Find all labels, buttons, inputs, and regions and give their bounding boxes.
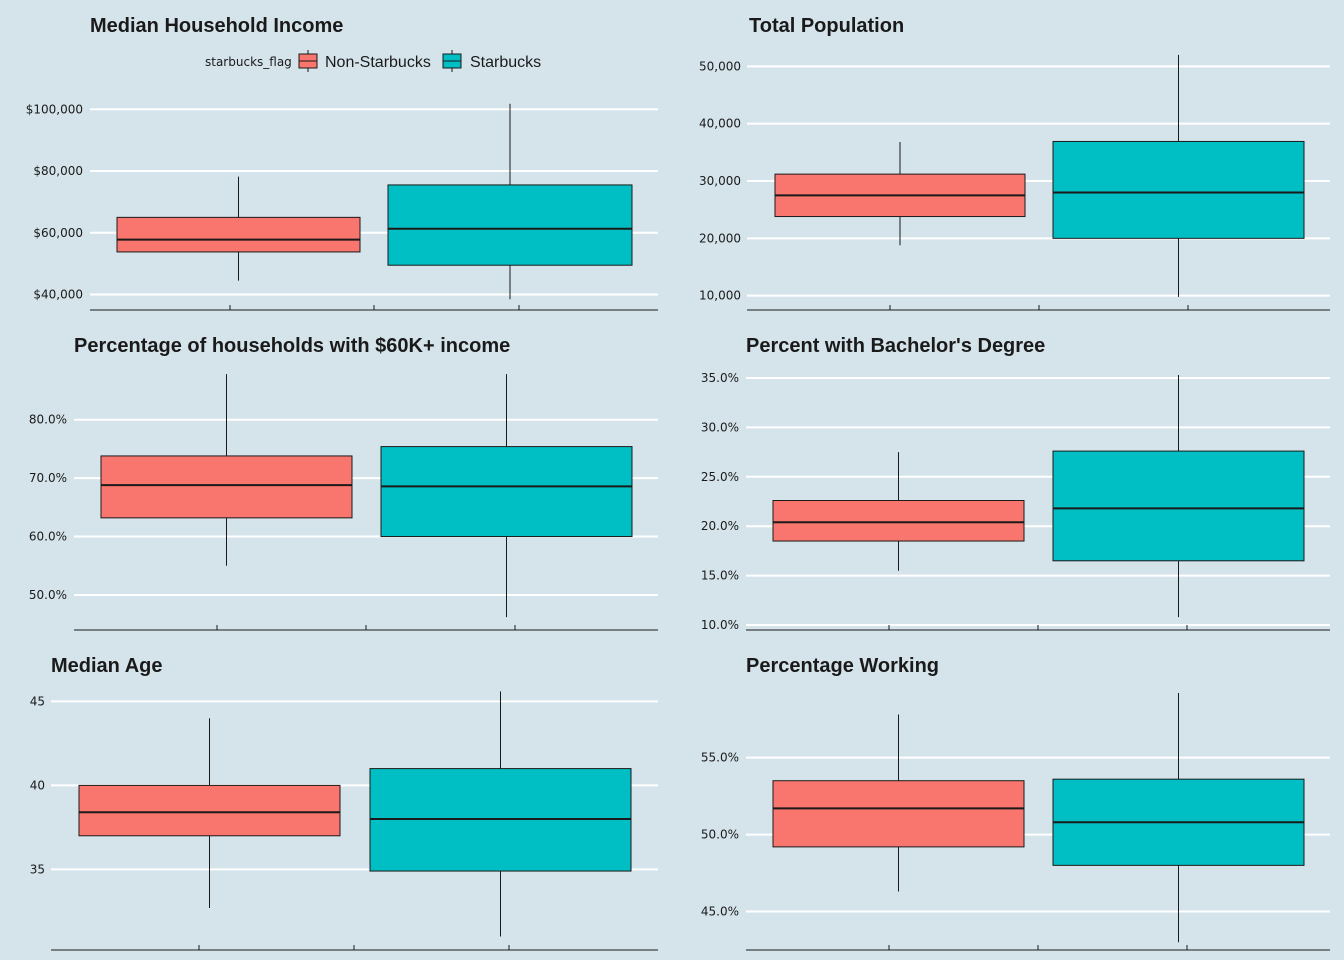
- box-non-starbucks: [774, 142, 1026, 246]
- y-tick-label: 50,000: [699, 59, 741, 73]
- iqr-box: [380, 446, 633, 538]
- box-starbucks: [1052, 693, 1305, 943]
- panel-6: Percentage Working 45.0% 50.0% 55.0%: [701, 655, 1330, 951]
- panel-title: Percent with Bachelor's Degree: [746, 335, 1045, 357]
- y-tick-label: $40,000: [33, 288, 83, 302]
- y-tick-label: 55.0%: [701, 751, 739, 765]
- y-tick-label: 70.0%: [29, 471, 67, 485]
- box-non-starbucks: [772, 452, 1025, 571]
- iqr-box: [78, 784, 341, 837]
- y-tick-label: 40,000: [699, 117, 741, 131]
- y-tick-label: 30,000: [699, 174, 741, 188]
- panel-3: Percentage of households with $60K+ inco…: [29, 335, 658, 631]
- legend: starbucks_flag Non-Starbucks Starbucks: [205, 50, 541, 72]
- iqr-box: [772, 500, 1025, 542]
- panel-2: Total Population 10,000 20,000 30,000 40,000…: [699, 15, 1330, 311]
- y-tick-label: 40: [30, 778, 45, 792]
- y-tick-label: 20,000: [699, 231, 741, 245]
- y-tick-label: $100,000: [26, 102, 83, 116]
- panel-1: Median Household Income $40,000 $60,000 $80…: [26, 15, 658, 311]
- panel-title: Total Population: [749, 15, 904, 37]
- box-starbucks: [380, 374, 633, 618]
- y-tick-label: 30.0%: [701, 420, 739, 434]
- iqr-box: [1052, 140, 1305, 239]
- panel-4: Percent with Bachelor's Degree 10.0% 15.0%…: [701, 335, 1330, 632]
- legend-label: Starbucks: [470, 54, 541, 71]
- legend-label: Non-Starbucks: [325, 54, 431, 71]
- box-non-starbucks: [100, 374, 353, 566]
- panel-title: Median Age: [51, 655, 163, 677]
- iqr-box: [100, 455, 353, 519]
- y-tick-label: 35: [30, 862, 45, 876]
- y-tick-label: 45: [30, 694, 45, 708]
- y-tick-label: 45.0%: [701, 905, 739, 919]
- y-tick-label: 10.0%: [701, 618, 739, 632]
- y-tick-label: 50.0%: [29, 588, 67, 602]
- y-tick-label: 50.0%: [701, 828, 739, 842]
- y-tick-label: 35.0%: [701, 371, 739, 385]
- box-starbucks: [387, 103, 633, 300]
- y-tick-label: 15.0%: [701, 569, 739, 583]
- y-tick-label: 20.0%: [701, 519, 739, 533]
- y-tick-label: 10,000: [699, 289, 741, 303]
- panel-5: Median Age 35 40 45: [30, 655, 658, 951]
- iqr-box: [116, 216, 361, 253]
- box-non-starbucks: [116, 176, 361, 281]
- iqr-box: [387, 184, 633, 266]
- y-tick-label: 80.0%: [29, 413, 67, 427]
- legend-title: starbucks_flag: [205, 55, 292, 69]
- y-tick-label: 60.0%: [29, 530, 67, 544]
- iqr-box: [772, 780, 1025, 848]
- panel-title: Median Household Income: [90, 15, 343, 37]
- legend-item-starbucks: Starbucks: [442, 50, 541, 72]
- iqr-box: [1052, 450, 1305, 562]
- panel-title: Percentage Working: [746, 655, 939, 677]
- box-non-starbucks: [78, 718, 341, 909]
- y-tick-label: $60,000: [33, 226, 83, 240]
- y-tick-label: 25.0%: [701, 470, 739, 484]
- y-tick-label: $80,000: [33, 164, 83, 178]
- box-starbucks: [369, 691, 632, 937]
- box-non-starbucks: [772, 714, 1025, 892]
- legend-item-non-starbucks: Non-Starbucks: [298, 50, 431, 72]
- panel-title: Percentage of households with $60K+ inco…: [74, 335, 510, 357]
- box-starbucks: [1052, 374, 1305, 618]
- box-starbucks: [1052, 54, 1305, 297]
